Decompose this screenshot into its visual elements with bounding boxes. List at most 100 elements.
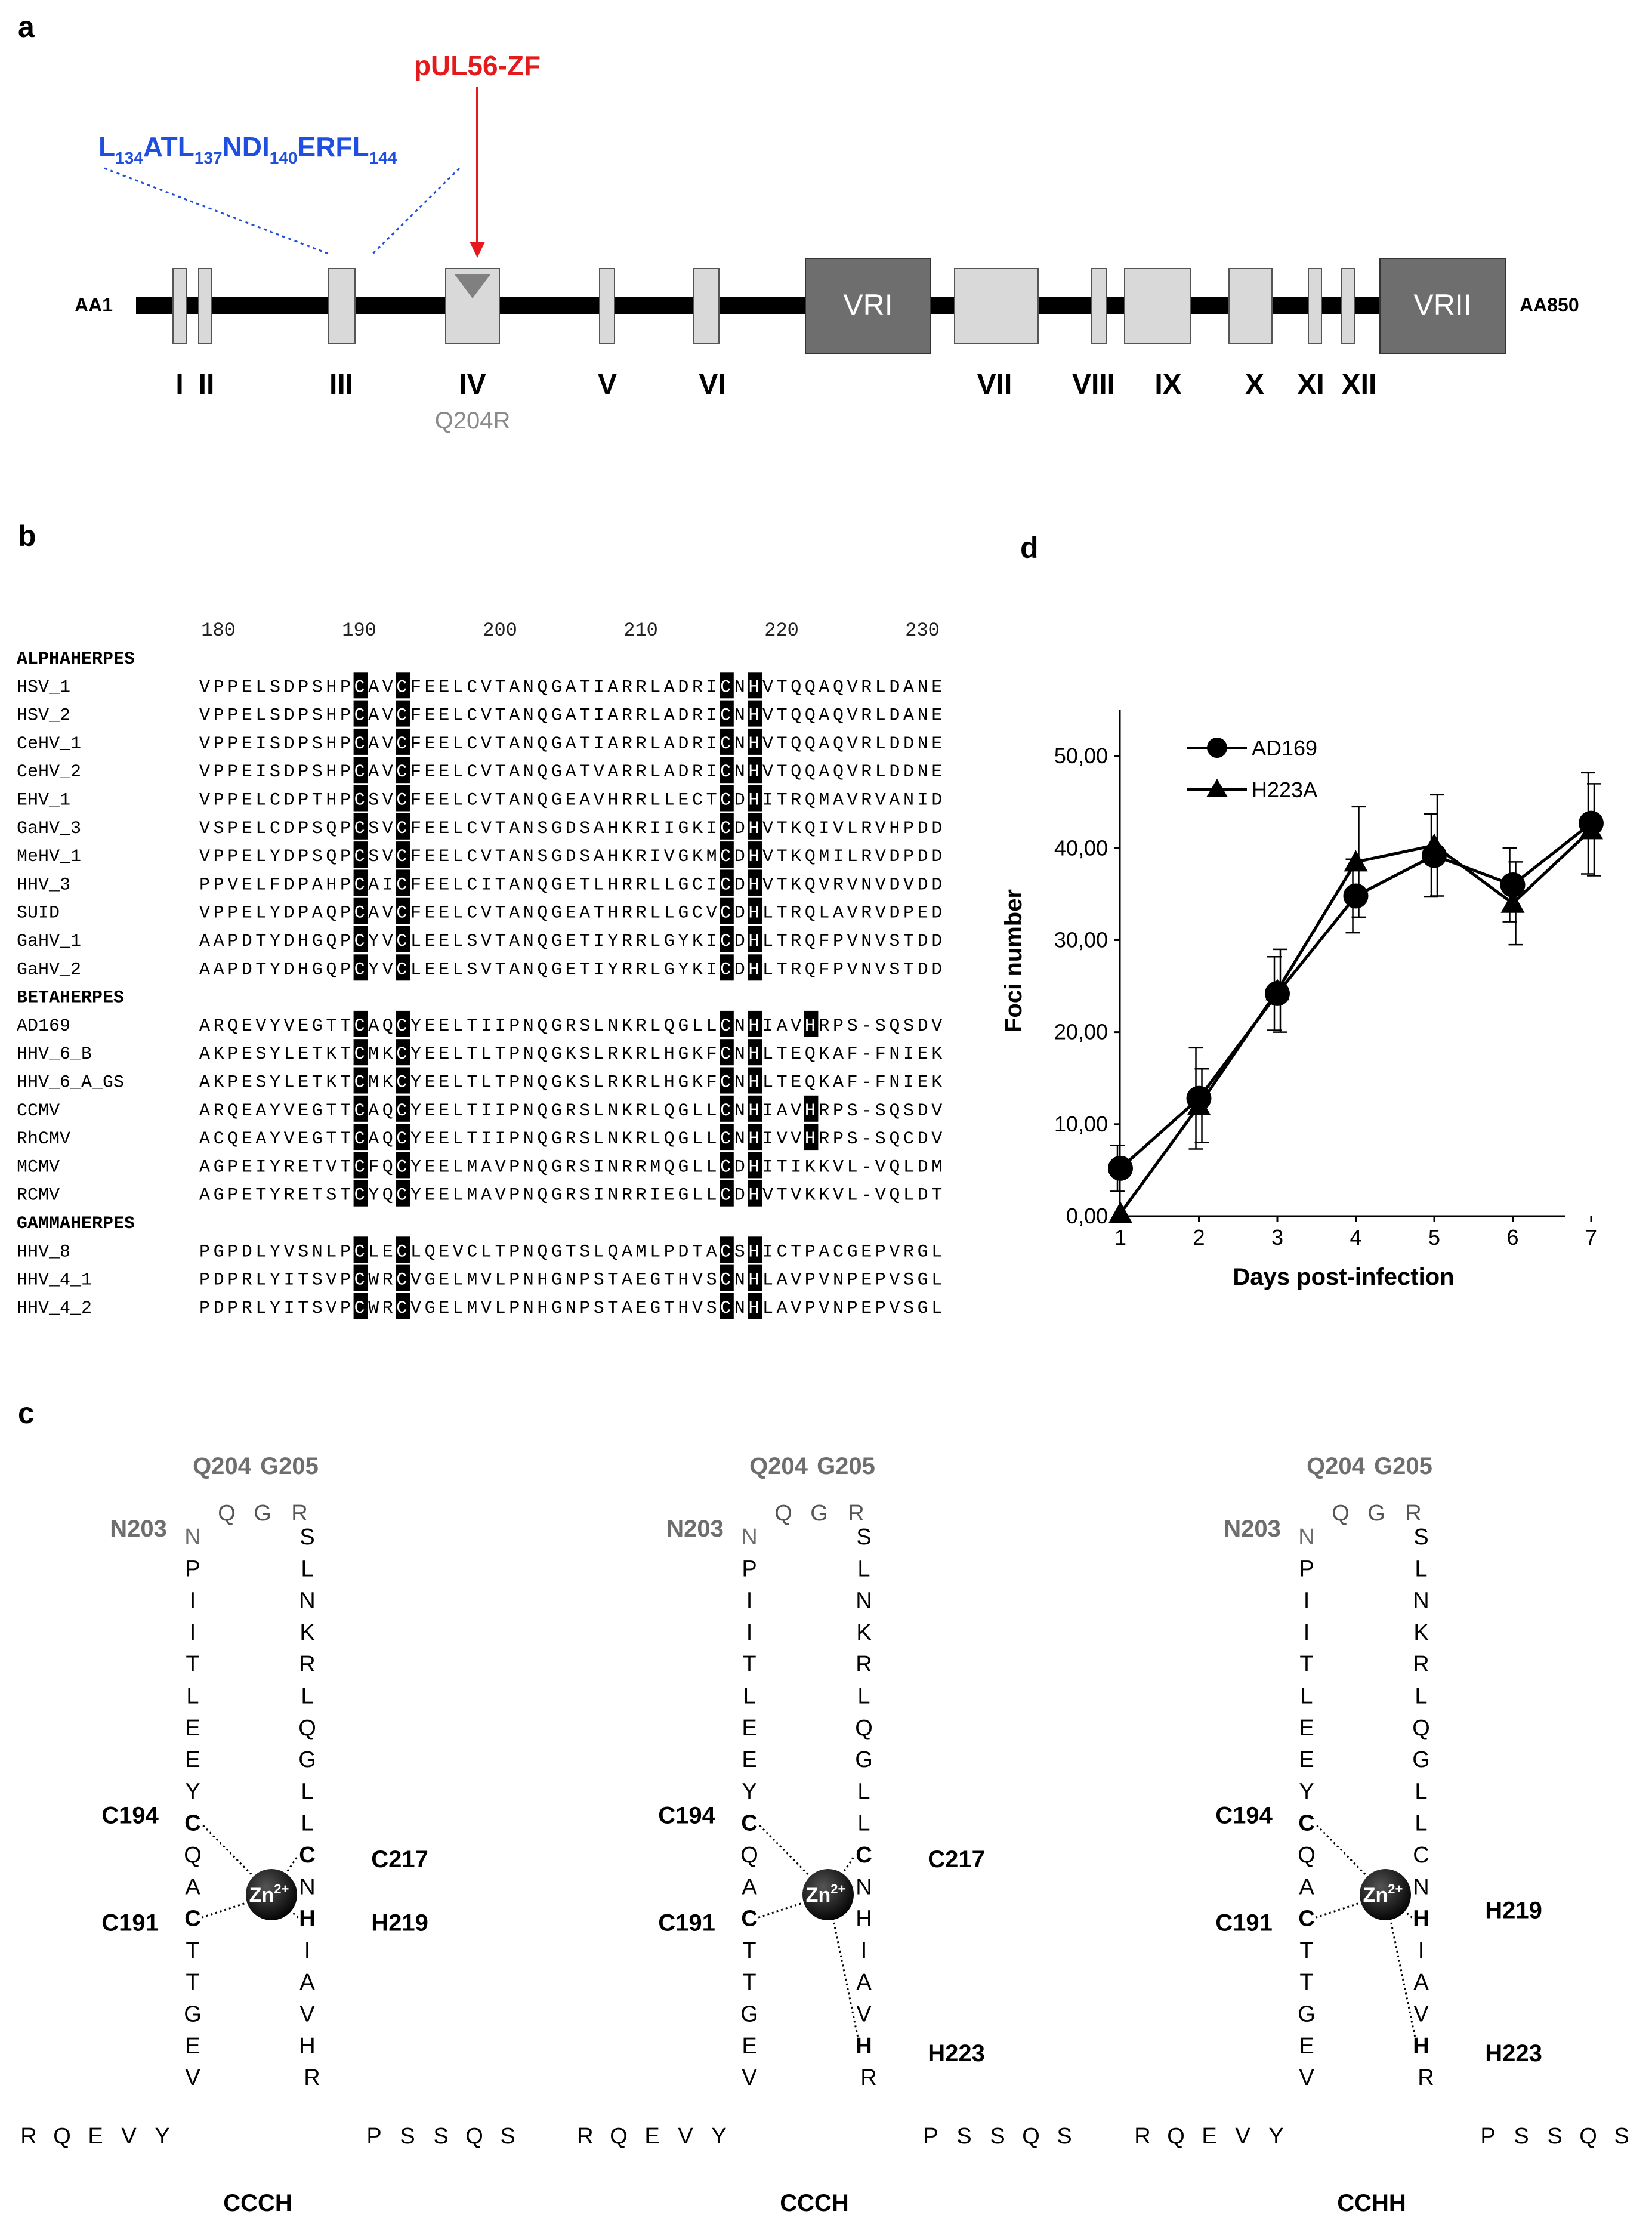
coordination-bond (270, 1855, 299, 1895)
conserved-highlight (353, 1180, 368, 1207)
left-strand-residue: E (185, 1747, 200, 1772)
conserved-highlight (353, 1067, 368, 1094)
conserved-highlight (720, 1152, 734, 1179)
conserved-highlight (748, 954, 762, 981)
top-residue: Q (1332, 1501, 1350, 1526)
conserved-highlight (396, 841, 410, 868)
conserved-highlight (396, 926, 410, 952)
organism-name: HHV_6_B (17, 1044, 92, 1065)
organism-name: CCMV (17, 1101, 60, 1121)
right-strand-residue: N (299, 1589, 315, 1614)
motif-dotted-line-left (104, 167, 329, 255)
variable-region-vrii (1379, 258, 1506, 354)
region-label-VIII: VIII (1072, 369, 1115, 400)
right-strand-residue: R (1418, 2065, 1434, 2090)
left-strand-residue: L (1300, 1684, 1313, 1709)
right-strand-residue: H (856, 2034, 872, 2059)
y-tick-label: 50,00 (1054, 744, 1108, 768)
right-strand-residue: R (860, 2065, 876, 2090)
organism-name: MCMV (17, 1157, 60, 1177)
bottom-right-residue: S (400, 2124, 415, 2149)
zinc-ion-label: Zn2+ (1363, 1882, 1403, 1907)
conserved-highlight (748, 728, 762, 755)
zinc-ion (802, 1869, 854, 1920)
y-axis-label: Foci number (1001, 889, 1027, 1032)
organism-name: SUID (17, 903, 60, 924)
conserved-highlight (720, 1236, 734, 1263)
zinc-ion (246, 1869, 297, 1920)
region-label-III: III (329, 369, 353, 400)
region-box-X (1228, 268, 1273, 344)
bottom-left-residue: Y (711, 2124, 726, 2149)
left-strand-residue: I (190, 1589, 196, 1614)
right-strand-residue: A (1413, 1970, 1429, 1995)
x-tick-label: 5 (1428, 1225, 1440, 1250)
conserved-highlight (396, 1293, 410, 1319)
left-strand-residue: T (186, 1938, 199, 1963)
left-strand-residue: Y (742, 1779, 756, 1804)
data-point-triangle (1422, 833, 1446, 855)
data-point-circle (1108, 1155, 1133, 1181)
bottom-left-residue: V (121, 2124, 137, 2149)
organism-name: HHV_6_A_GS (17, 1073, 124, 1093)
motif-label: L134ATL137NDI140ERFL144 (98, 131, 397, 167)
region-label-XI: XI (1297, 369, 1324, 400)
mutation-triangle (455, 274, 490, 298)
conserved-highlight (353, 785, 368, 812)
label-n203: N203 (666, 1516, 724, 1542)
left-strand-residue: I (190, 1620, 196, 1645)
conserved-highlight (396, 813, 410, 840)
position-number: 180 (201, 619, 236, 641)
zinc-finger-type: CCCH (223, 2190, 292, 2216)
right-strand-residue: R (299, 1652, 315, 1677)
organism-name: HHV_4_2 (17, 1298, 92, 1319)
bottom-left-residue: Q (1167, 2124, 1185, 2149)
region-box-XI (1308, 268, 1322, 344)
organism-name: GaHV_2 (17, 960, 81, 980)
left-strand-residue: N (184, 1525, 200, 1550)
right-strand-residue: H (299, 1907, 315, 1932)
label-c194: C194 (1215, 1803, 1273, 1829)
bottom-right-residue: S (1057, 2124, 1072, 2149)
conserved-highlight (396, 869, 410, 896)
conserved-highlight (396, 700, 410, 727)
label-g205: G205 (260, 1453, 319, 1479)
left-strand-residue: I (746, 1620, 753, 1645)
conserved-highlight (353, 1124, 368, 1151)
bottom-right-residue: S (1547, 2124, 1562, 2149)
conserved-highlight (804, 1095, 819, 1122)
conserved-highlight (720, 1180, 734, 1207)
label-c191: C191 (1215, 1910, 1273, 1936)
group-title: ALPHAHERPES (17, 649, 135, 670)
variable-region-vri (805, 258, 931, 354)
conserved-highlight (748, 1095, 762, 1122)
zinc-ion-label: Zn2+ (806, 1882, 846, 1907)
data-point-triangle (1187, 1093, 1211, 1115)
left-strand-residue: T (1299, 1938, 1313, 1963)
left-strand-residue: I (1304, 1620, 1310, 1645)
label-g205: G205 (817, 1453, 875, 1479)
zf-arrowhead (470, 242, 485, 258)
mutation-label: Q204R (435, 408, 511, 434)
right-strand-residue: L (301, 1684, 313, 1709)
organism-name: RCMV (17, 1186, 60, 1206)
bottom-left-residue: Y (1268, 2124, 1283, 2149)
conserved-highlight (748, 1124, 762, 1151)
data-point-triangle (1108, 1201, 1132, 1223)
region-label-VII: VII (977, 369, 1012, 400)
conserved-highlight (396, 1124, 410, 1151)
conserved-highlight (720, 813, 734, 840)
left-strand-residue: Y (1299, 1779, 1314, 1804)
panel-b-alignment: b 180 190 200 210 220 230 ALPHAHERPES HSV_1 V P P E… (17, 519, 942, 1319)
region-box-XII (1341, 268, 1355, 344)
panel-label-c: c (18, 1396, 35, 1430)
zinc-ion-label: Zn2+ (249, 1882, 289, 1907)
